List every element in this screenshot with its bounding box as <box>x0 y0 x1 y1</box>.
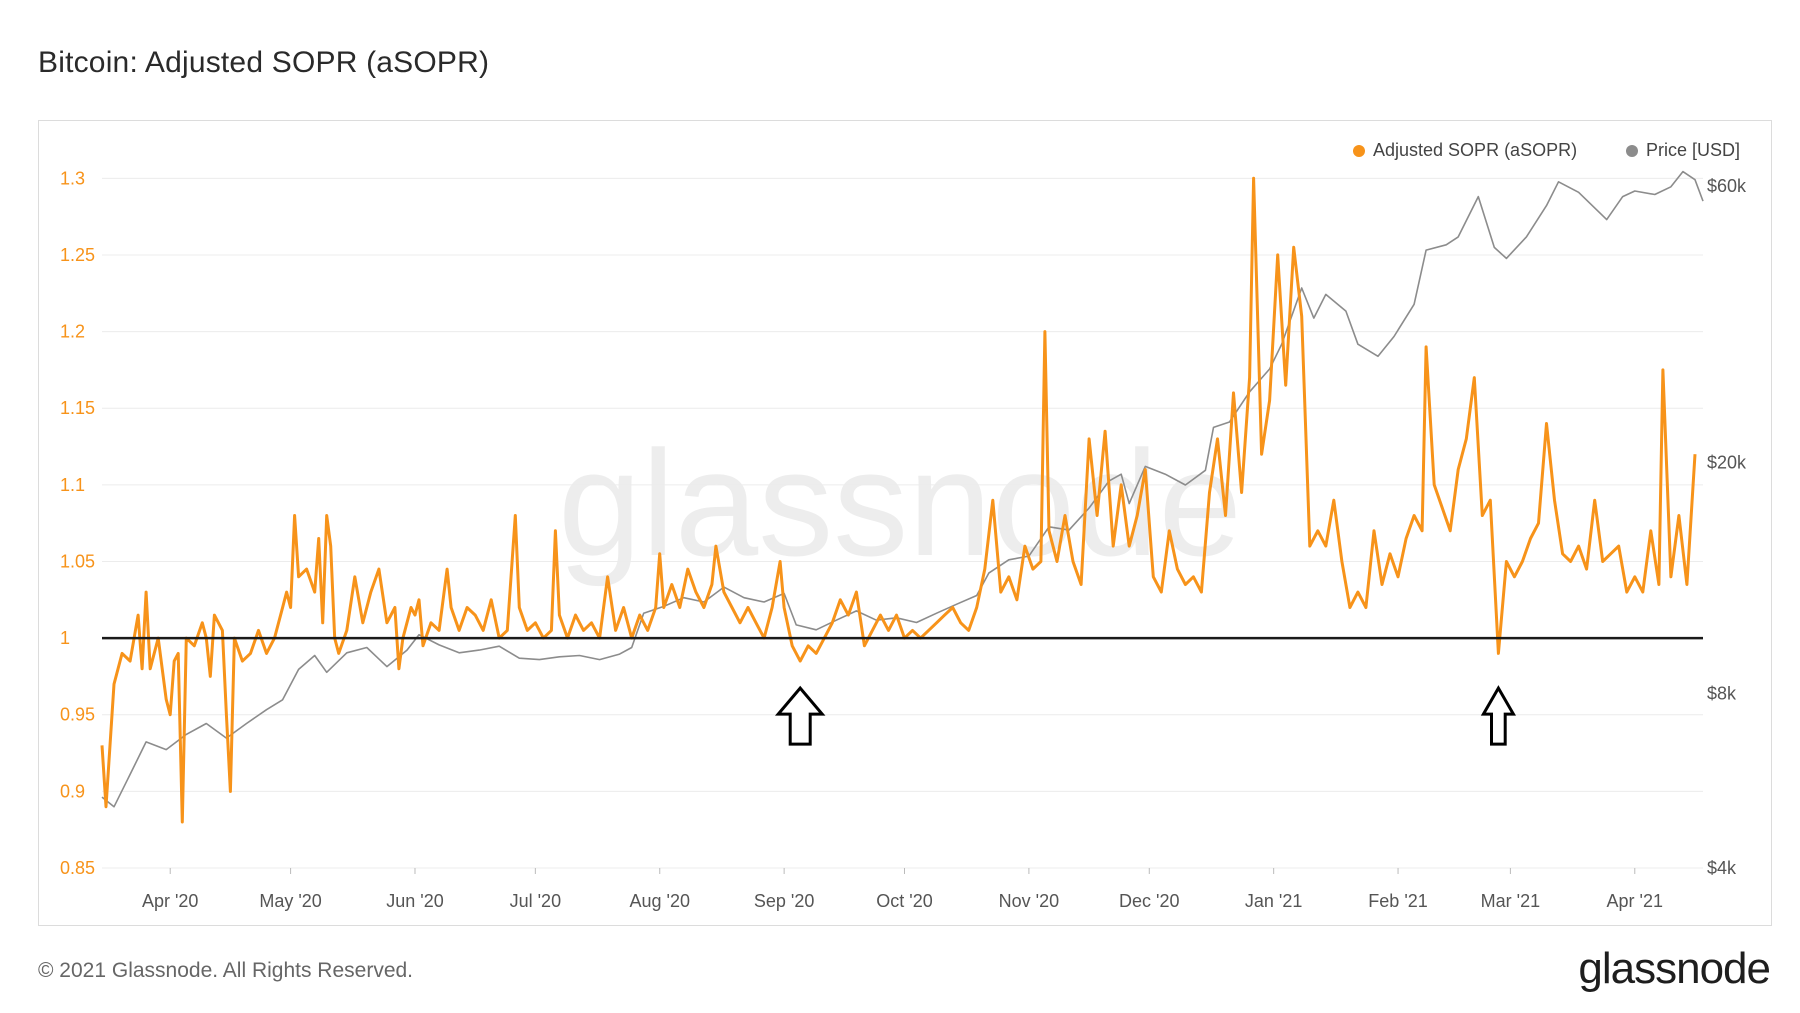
y-left-tick-label: 1.25 <box>60 245 95 265</box>
y-left-tick-label: 0.9 <box>60 781 85 801</box>
price-series-line <box>101 170 1704 808</box>
y-right-tick-label: $60k <box>1707 176 1747 196</box>
y-left-tick-label: 1.3 <box>60 168 85 188</box>
y-left-tick-label: 1 <box>60 628 70 648</box>
x-tick-label: Apr '20 <box>142 891 198 911</box>
x-tick-label: May '20 <box>259 891 321 911</box>
x-tick-label: Jan '21 <box>1245 891 1302 911</box>
legend-asopr[interactable]: Adjusted SOPR (aSOPR) <box>1353 140 1577 161</box>
x-tick-label: Sep '20 <box>754 891 815 911</box>
x-tick-label: Aug '20 <box>629 891 690 911</box>
x-tick-label: Feb '21 <box>1368 891 1427 911</box>
x-tick-label: Mar '21 <box>1481 891 1540 911</box>
up-arrow-annotation <box>1480 685 1516 746</box>
legend-asopr-dot <box>1353 144 1365 157</box>
x-tick-label: Nov '20 <box>999 891 1059 911</box>
x-tick-label: Dec '20 <box>1119 891 1179 911</box>
x-tick-label: Apr '21 <box>1607 891 1663 911</box>
y-left-tick-label: 0.85 <box>60 858 95 878</box>
x-tick-label: Jul '20 <box>510 891 561 911</box>
y-left-tick-label: 1.2 <box>60 322 85 342</box>
glassnode-logo[interactable]: glassnode <box>1578 944 1771 993</box>
legend-asopr-label: Adjusted SOPR (aSOPR) <box>1373 140 1578 160</box>
x-tick-label: Oct '20 <box>876 891 932 911</box>
legend-price[interactable]: Price [USD] <box>1626 140 1740 161</box>
y-right-tick-label: $4k <box>1707 858 1737 878</box>
y-right-tick-label: $20k <box>1707 453 1747 473</box>
y-left-tick-label: 1.1 <box>60 475 85 495</box>
watermark: glassnode <box>558 419 1242 587</box>
up-arrow-annotation <box>774 685 826 746</box>
x-tick-label: Jun '20 <box>386 891 443 911</box>
page-title: Bitcoin: Adjusted SOPR (aSOPR) <box>38 46 490 79</box>
y-left-tick-label: 0.95 <box>60 705 95 725</box>
legend-price-dot <box>1626 144 1638 157</box>
y-right-tick-label: $8k <box>1707 683 1737 703</box>
chart-frame <box>38 120 1772 926</box>
copyright-footer: © 2021 Glassnode. All Rights Reserved. <box>38 959 414 982</box>
legend-price-label: Price [USD] <box>1646 140 1741 160</box>
asopr-series-line <box>100 176 1697 824</box>
y-left-tick-label: 1.15 <box>60 398 95 418</box>
y-left-tick-label: 1.05 <box>60 551 95 571</box>
